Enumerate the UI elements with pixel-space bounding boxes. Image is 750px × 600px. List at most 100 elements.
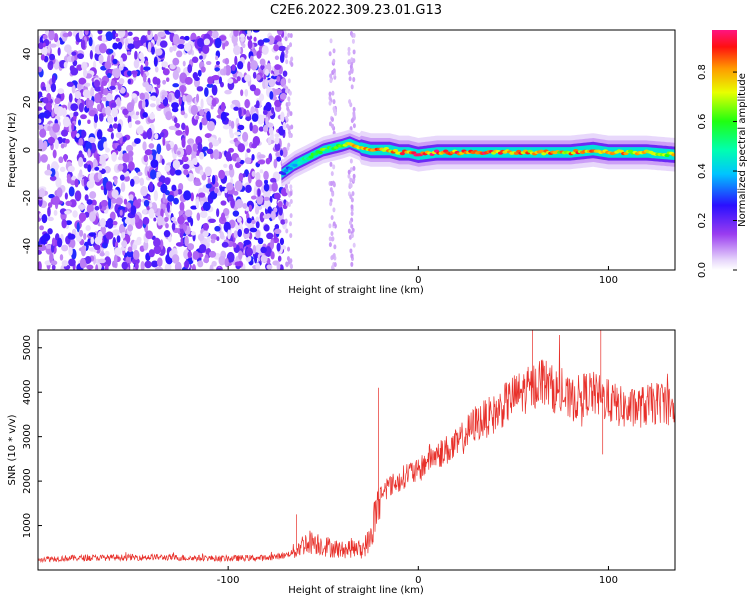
heatmap-noise-cell [164, 263, 170, 270]
heatmap-noise-cell [105, 31, 113, 41]
heatmap-noise-cell [63, 153, 67, 162]
heatmap-noise-cell [224, 57, 230, 65]
heatmap-noise-cell [139, 177, 145, 186]
heatmap-noise-cell [171, 254, 180, 264]
heatmap-noise-cell [174, 122, 181, 129]
heatmap-noise-cell [249, 227, 258, 233]
heatmap-noise-cell [331, 265, 335, 270]
heatmap-noise-cell [349, 167, 353, 173]
heatmap-noise-cell [142, 73, 147, 83]
heatmap-noise-cell [93, 113, 99, 123]
heatmap-noise-cell [202, 146, 209, 151]
heatmap-noise-cell [90, 236, 95, 245]
heatmap-noise-cell [282, 70, 288, 77]
heatmap-noise-cell [220, 200, 227, 206]
heatmap-noise-cell [71, 51, 77, 56]
heatmap-noise-cell [201, 116, 208, 126]
heatmap-noise-cell [112, 42, 119, 50]
heatmap-noise-cell [100, 84, 104, 93]
heatmap-noise-cell [143, 199, 150, 207]
heatmap-noise-cell [273, 228, 282, 234]
heatmap-noise-cell [97, 104, 101, 112]
heatmap-noise-cell [41, 214, 48, 224]
heatmap-noise-cell [183, 43, 192, 52]
heatmap-noise-cell [60, 143, 65, 149]
heatmap-noise-cell [148, 154, 154, 161]
heatmap-noise-cell [178, 96, 182, 106]
heatmap-noise-cell [347, 228, 351, 234]
heatmap-noise-cell [328, 121, 332, 127]
heatmap-noise-cell [290, 61, 294, 67]
heatmap-noise-cell [251, 124, 259, 134]
heatmap-signal-cell [392, 148, 399, 153]
heatmap-noise-cell [333, 262, 337, 268]
heatmap-noise-cell [73, 111, 79, 117]
heatmap-noise-cell [88, 232, 97, 237]
heatmap-noise-cell [242, 131, 249, 142]
heatmap-noise-cell [285, 46, 289, 52]
heatmap-noise-cell [265, 213, 272, 219]
heatmap-noise-cell [50, 83, 57, 93]
heatmap-noise-cell [125, 202, 132, 210]
heatmap-noise-cell [82, 89, 90, 98]
heatmap-noise-cell [103, 256, 112, 267]
heatmap-noise-cell [79, 229, 84, 237]
heatmap-noise-cell [151, 46, 155, 55]
heatmap-noise-cell [195, 198, 200, 209]
heatmap-noise-cell [287, 96, 291, 102]
heatmap-noise-cell [330, 236, 334, 242]
heatmap-noise-cell [352, 111, 356, 117]
heatmap-noise-cell [142, 132, 148, 140]
heatmap-noise-cell [134, 262, 139, 270]
heatmap-noise-cell [252, 30, 260, 33]
heatmap-noise-cell [155, 48, 163, 56]
heatmap-noise-cell [227, 229, 231, 240]
heatmap-noise-cell [199, 151, 205, 160]
colorbar-gradient [712, 30, 737, 270]
heatmap-noise-cell [166, 77, 170, 82]
heatmap-noise-cell [124, 218, 129, 224]
heatmap-noise-cell [224, 89, 232, 95]
heatmap-noise-cell [74, 178, 79, 188]
heatmap-noise-cell [82, 68, 88, 78]
heatmap-noise-cell [117, 123, 122, 133]
heatmap-noise-cell [161, 94, 166, 100]
heatmap-noise-cell [126, 250, 134, 258]
heatmap-noise-cell [164, 216, 169, 223]
heatmap-noise-cell [329, 201, 333, 207]
heatmap-noise-cell [274, 142, 281, 151]
heatmap-noise-cell [51, 264, 56, 270]
heatmap-noise-cell [100, 199, 109, 207]
heatmap-noise-cell [246, 247, 253, 257]
heatmap-noise-cell [184, 260, 190, 269]
heatmap-noise-cell [289, 184, 293, 190]
heatmap-noise-cell [132, 36, 140, 41]
heatmap-noise-cell [205, 61, 212, 66]
heatmap-noise-cell [45, 244, 53, 249]
heatmap-noise-cell [328, 100, 332, 106]
heatmap-noise-cell [285, 115, 289, 121]
heatmap-noise-cell [206, 120, 215, 132]
heatmap-noise-cell [70, 67, 79, 76]
heatmap-noise-cell [65, 220, 72, 226]
heatmap-noise-cell [122, 108, 129, 116]
heatmap-noise-cell [220, 101, 226, 112]
heatmap-x-tick-label: 100 [599, 275, 618, 286]
heatmap-x-tick-label: 0 [415, 275, 421, 286]
heatmap-noise-cell [80, 245, 87, 257]
heatmap-noise-cell [116, 97, 121, 107]
heatmap-noise-cell [164, 164, 171, 172]
snr-y-tick-label: 3000 [22, 424, 33, 449]
heatmap-noise-cell [88, 110, 97, 117]
heatmap-noise-cell [62, 32, 70, 38]
heatmap-noise-cell [246, 217, 252, 224]
heatmap-noise-cell [247, 39, 253, 50]
snr-panel: -100 0 100 1000 2000 3000 4000 5000 Height of … [7, 329, 676, 596]
heatmap-noise-cell [100, 136, 107, 143]
heatmap-noise-cell [51, 237, 56, 247]
heatmap-noise-cell [113, 177, 118, 185]
heatmap-noise-cell [190, 231, 196, 236]
heatmap-noise-cell [289, 258, 293, 264]
heatmap-noise-cell [214, 37, 222, 49]
heatmap-noise-cell [38, 152, 41, 164]
